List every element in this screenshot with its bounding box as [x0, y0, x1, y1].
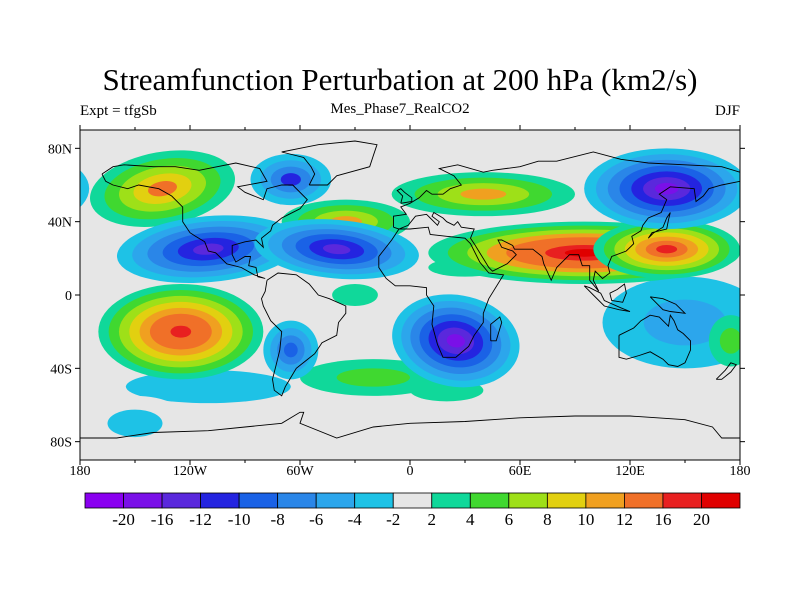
contour-band-9w-3 — [0, 166, 54, 212]
colorbar-swatch — [123, 492, 163, 509]
contour-band-bg2-1 — [336, 368, 411, 387]
colorbar-swatch — [354, 492, 394, 509]
contour-band-6-5 — [193, 243, 224, 255]
contour-band-10-3 — [280, 173, 301, 186]
center-subtitle: Mes_Phase7_RealCO2 — [330, 101, 470, 117]
colorbar-swatch — [431, 492, 471, 509]
contour-band-1-7 — [170, 325, 192, 338]
y-tick-label: 0 — [65, 289, 72, 304]
y-tick-label: 40S — [50, 362, 72, 377]
colorbar-swatch — [508, 492, 548, 509]
contour-band-8-6 — [446, 334, 465, 348]
y-tick-label: 80N — [48, 142, 72, 157]
y-axis: 80N 40N 0 40S 80S — [48, 142, 745, 451]
coastline-new-zealand — [715, 362, 738, 380]
colorbar-label: 16 — [654, 510, 671, 529]
colorbar-swatch — [84, 492, 124, 509]
colorbar-swatch — [469, 492, 510, 509]
x-axis: 180 120W 60W 0 60E 120E 180 — [70, 125, 751, 479]
coastlines — [80, 140, 740, 439]
colorbar-swatch — [546, 492, 587, 509]
colorbar-label: 2 — [428, 510, 437, 529]
colorbar-label: 10 — [577, 510, 594, 529]
coastline-britain — [396, 188, 413, 204]
colorbar-swatch — [315, 492, 356, 509]
colorbar-swatch — [277, 492, 317, 509]
contour-band-bg4-1 — [107, 409, 163, 438]
contour-band-9-6 — [654, 182, 679, 195]
contour-band-11-3 — [283, 342, 298, 358]
contour-band-9w-4 — [0, 171, 42, 206]
coastline-australia — [618, 314, 691, 367]
colorbar-label: -2 — [386, 510, 400, 529]
colorbar-swatch — [238, 492, 279, 509]
contour-band-7-5 — [322, 244, 351, 255]
colorbar-label: -20 — [112, 510, 135, 529]
colorbar-swatch — [701, 492, 741, 509]
chart-title: Streamfunction Perturbation at 200 hPa (… — [102, 62, 698, 97]
y-tick-label: 40N — [48, 216, 72, 231]
contour-band-9w-5 — [0, 177, 30, 200]
contour-band-bg5-1 — [719, 328, 740, 354]
coastline-north-america — [101, 162, 308, 279]
colorbar-label: -12 — [189, 510, 212, 529]
contour-band-4-3 — [460, 188, 507, 200]
contour-band-bg3-1 — [643, 299, 727, 346]
contour-band-3-6 — [656, 244, 678, 254]
coastline-south-america — [261, 272, 347, 397]
colorbar-label: 20 — [693, 510, 710, 529]
colorbar-swatch — [200, 492, 240, 509]
contour-band-0-4 — [148, 181, 177, 197]
right-subtitle: DJF — [714, 103, 740, 119]
colorbar-swatch — [624, 492, 664, 509]
coastline-madagascar — [490, 316, 503, 342]
coastline-africa — [378, 226, 505, 358]
colorbar-label: -16 — [151, 510, 174, 529]
coastline-greenland — [281, 140, 378, 186]
left-subtitle: Expt = tfgSb — [80, 103, 157, 119]
colorbar-swatch — [585, 492, 625, 509]
colorbar-label: 12 — [616, 510, 633, 529]
contour-band-9w-1 — [0, 154, 77, 223]
x-tick-label: 180 — [70, 464, 91, 479]
colorbar-swatch — [662, 492, 702, 509]
coastline-antarctica — [80, 411, 740, 439]
colorbar-label: -6 — [309, 510, 323, 529]
colorbar-label: -8 — [271, 510, 285, 529]
coastline-eurasia — [393, 151, 740, 292]
colorbar-label: 8 — [543, 510, 552, 529]
x-tick-label: 0 — [407, 464, 414, 479]
y-tick-label: 80S — [50, 436, 72, 451]
colorbar: -20 -16 -12 -10 -8 -6 -4 -2 2 4 6 8 10 12 16 20 — [84, 492, 741, 529]
colorbar-swatch — [392, 492, 433, 509]
colorbar-label: 4 — [466, 510, 475, 529]
contour-band-9w-6 — [0, 183, 18, 195]
coastline-borneo — [609, 283, 627, 303]
x-tick-label: 60W — [286, 464, 314, 479]
coastline-japan — [647, 212, 671, 239]
contour-band-9w-0 — [80, 170, 90, 208]
x-tick-label: 60E — [509, 464, 532, 479]
coastline-indonesia — [583, 285, 631, 312]
x-tick-label: 120E — [615, 464, 645, 479]
contour-band-9w-2 — [0, 160, 66, 218]
colorbar-label: 6 — [505, 510, 514, 529]
contour-band-bg6-1 — [332, 284, 378, 306]
coastline-new-guinea — [649, 296, 687, 314]
colorbar-swatch — [161, 492, 201, 509]
x-tick-label: 180 — [730, 464, 751, 479]
colorbar-label: -4 — [348, 510, 363, 529]
contour-field — [0, 148, 740, 451]
x-tick-label: 120W — [173, 464, 208, 479]
colorbar-label: -10 — [228, 510, 251, 529]
